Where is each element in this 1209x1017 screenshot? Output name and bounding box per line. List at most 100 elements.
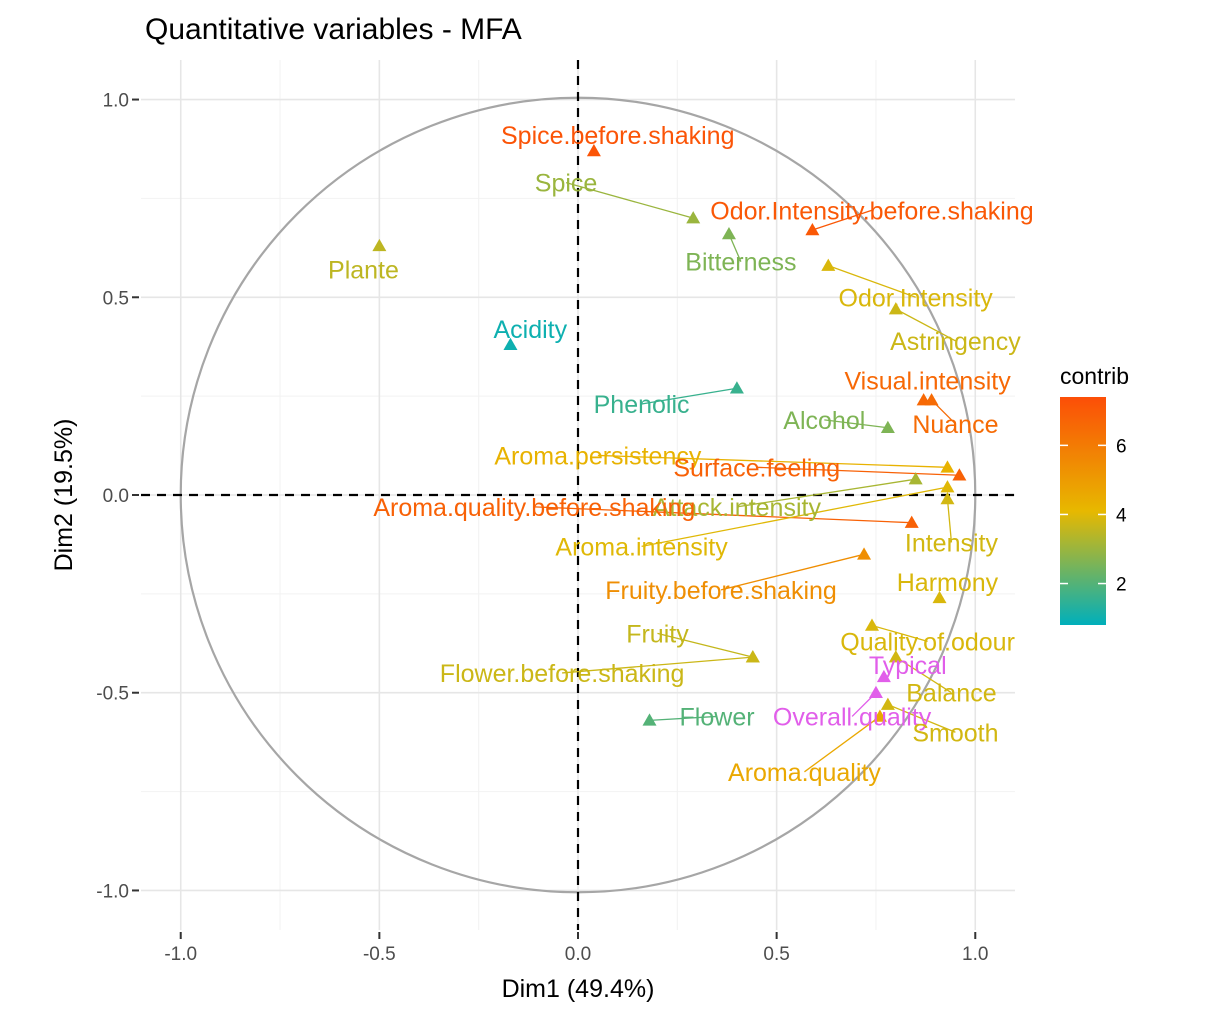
label-connector — [946, 498, 953, 543]
variable-label: Quality.of.odour — [840, 628, 1015, 656]
variable-point — [872, 709, 887, 722]
variable-point — [952, 468, 967, 481]
label-connector — [828, 265, 916, 298]
variable-point — [888, 302, 903, 315]
variable-point — [924, 393, 939, 406]
variable-point — [904, 515, 919, 528]
variable-point — [729, 381, 744, 394]
legend: contrib 2 4 6 — [1060, 363, 1129, 625]
variable-point — [940, 491, 955, 505]
variable-point — [805, 223, 820, 236]
variable-point — [372, 238, 387, 252]
variable-labels: Spice.before.shaking Spice Odor.Intensity.… — [328, 122, 1034, 787]
variable-label: Harmony — [897, 569, 999, 597]
variable-point — [503, 337, 518, 350]
variable-point — [880, 697, 895, 710]
label-connector — [804, 715, 881, 773]
variable-label: Astringency — [890, 328, 1021, 356]
variable-label: Aroma.persistency — [494, 442, 702, 470]
variable-label: Visual.intensity — [844, 367, 1011, 395]
legend-title: contrib — [1060, 363, 1129, 389]
y-tick-label: 0.0 — [103, 486, 129, 507]
legend-ticks: 2 4 6 — [1060, 436, 1127, 596]
label-connector — [895, 308, 956, 342]
legend-tick-label: 2 — [1116, 575, 1127, 596]
label-connector — [641, 387, 738, 405]
legend-colorbar — [1060, 397, 1106, 625]
chart-title: Quantitative variables - MFA — [145, 13, 522, 46]
y-tick-label: 0.5 — [103, 288, 129, 309]
label-connector — [562, 656, 753, 674]
x-tick-label: 0.0 — [565, 944, 591, 965]
legend-tick-label: 4 — [1116, 505, 1127, 526]
label-connector — [887, 703, 956, 733]
variable-points — [372, 143, 967, 726]
variable-point — [908, 472, 923, 485]
variable-point — [940, 460, 955, 473]
y-tick-label: 1.0 — [103, 91, 129, 112]
variable-label: Surface.feeling — [673, 454, 840, 482]
label-connector — [895, 656, 952, 694]
variable-label: Intensity — [905, 529, 999, 557]
variable-point — [868, 685, 883, 698]
variable-label: Aroma.quality — [728, 759, 881, 787]
label-connector — [824, 419, 888, 429]
variable-label: Balance — [906, 680, 996, 708]
label-connector — [871, 624, 928, 642]
variable-point — [932, 590, 947, 604]
y-axis-label: Dim2 (19.5%) — [50, 419, 78, 572]
x-axis-label: Dim1 (49.4%) — [502, 975, 655, 1003]
label-connector — [641, 486, 948, 548]
variable-label: Plante — [328, 257, 399, 285]
variable-point — [686, 211, 701, 224]
label-connector-lines — [534, 181, 960, 773]
label-connector — [565, 181, 694, 219]
variable-label: Aroma.quality.before.shaking — [373, 494, 695, 522]
variable-label: Alcohol — [783, 407, 865, 435]
legend-tick-label: 6 — [1116, 436, 1127, 457]
variable-label: Bitterness — [685, 249, 796, 277]
variable-label: Phenolic — [594, 391, 690, 419]
plot-panel: Spice.before.shaking Spice Odor.Intensity.… — [141, 60, 1034, 930]
label-connector — [649, 715, 718, 722]
variable-label: Spice.before.shaking — [501, 122, 734, 150]
variable-label: Fruity.before.shaking — [605, 577, 837, 605]
label-connector — [756, 466, 960, 476]
x-axis: -1.0 -0.5 0.0 0.5 1.0 — [164, 932, 988, 965]
y-tick-label: -0.5 — [96, 684, 129, 705]
label-connector — [720, 553, 865, 591]
variable-label: Aroma.intensity — [555, 533, 728, 561]
variable-point — [888, 650, 903, 663]
variable-point — [642, 713, 657, 726]
variable-label: Overall.quality — [773, 703, 932, 731]
variable-label: Spice — [535, 170, 598, 198]
variable-point — [745, 650, 760, 663]
variable-label: Flower — [680, 703, 755, 731]
variable-label: Acidity — [494, 316, 568, 344]
variable-label: Flower.before.shaking — [440, 660, 685, 688]
variable-label: Attack.intensity — [653, 494, 822, 522]
variable-point — [864, 618, 879, 631]
variable-point — [821, 258, 836, 271]
variable-label: Typical — [869, 652, 947, 680]
variable-label: Odor.Intensity.before.shaking — [710, 197, 1033, 225]
x-tick-label: -0.5 — [363, 944, 396, 965]
label-connector — [812, 209, 873, 231]
label-connector — [597, 454, 948, 468]
variable-point — [721, 227, 736, 240]
x-tick-label: 0.5 — [763, 944, 789, 965]
label-connector — [736, 478, 916, 508]
variable-point — [586, 143, 601, 157]
variable-label: Nuance — [912, 411, 998, 439]
variable-point — [940, 480, 955, 493]
label-connector — [657, 632, 753, 658]
variable-point — [857, 547, 872, 560]
label-connector — [534, 506, 912, 524]
x-tick-label: 1.0 — [962, 944, 988, 965]
y-axis: -1.0 -0.5 0.0 0.5 1.0 — [96, 91, 139, 902]
x-tick-label: -1.0 — [164, 944, 197, 965]
variable-label: Fruity — [626, 620, 689, 648]
variable-label: Odor.Intensity — [839, 284, 994, 312]
variable-label: Smooth — [912, 719, 998, 747]
